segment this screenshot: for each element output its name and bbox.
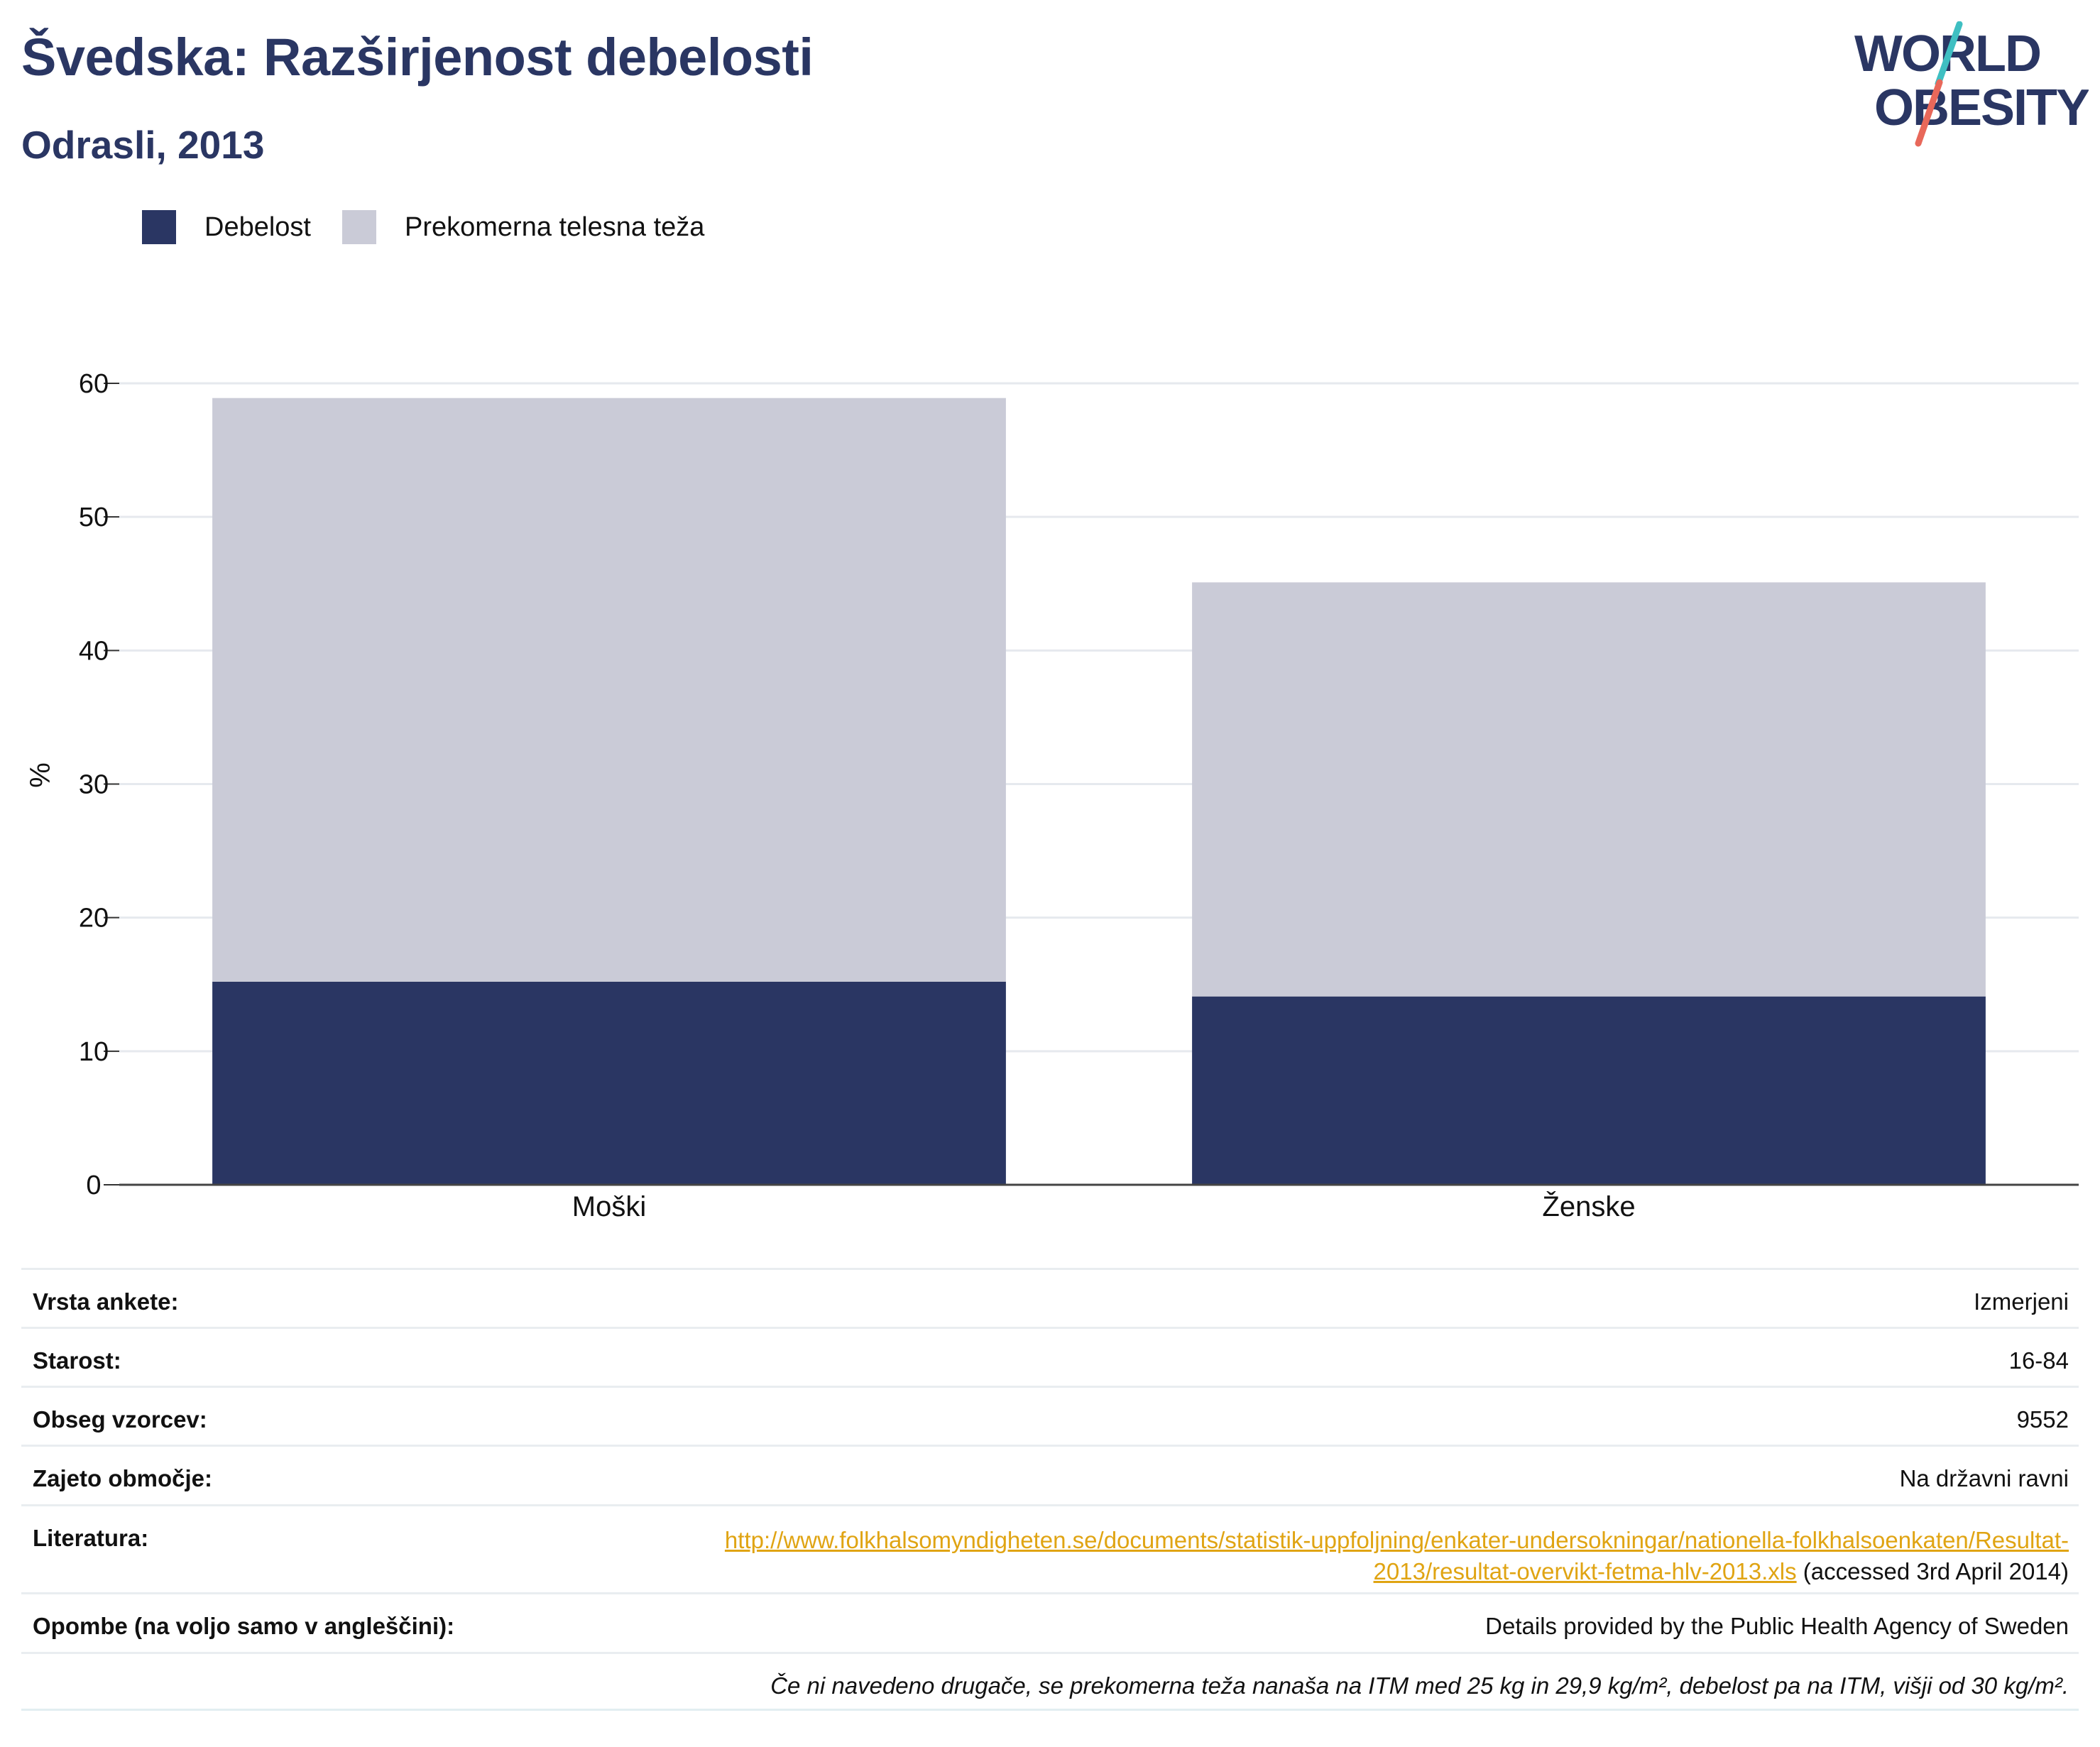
info-label: Literatura: (33, 1525, 149, 1551)
y-tick-label: 10 (79, 1037, 109, 1067)
legend-item-prekomerna[interactable]: Prekomerna telesna teža (341, 210, 705, 244)
legend-label-debelost: Debelost (204, 212, 311, 242)
reference-accessed: (accessed 3rd April 2014) (1796, 1558, 2069, 1584)
stacked-bar-chart: 0 10 20 30 40 50 60% Moški Ženske (25, 369, 2079, 1222)
info-value: Details provided by the Public Health Ag… (1485, 1613, 2069, 1639)
logo-slash-bottom (1915, 79, 1943, 147)
world-obesity-logo: WORLD OBESITY (1854, 21, 2089, 147)
legend-swatch-debelost (142, 210, 176, 244)
info-row-survey-type: Vrsta ankete: Izmerjeni (21, 1270, 2079, 1329)
survey-info-table: Vrsta ankete: Izmerjeni Starost: 16-84 O… (21, 1268, 2079, 1711)
info-row-age: Starost: 16-84 (21, 1329, 2079, 1388)
y-tick-label: 20 (79, 904, 109, 933)
y-tick-label: 50 (79, 503, 109, 532)
x-tick-label: Ženske (1542, 1190, 1635, 1222)
y-tick-label: 40 (79, 636, 109, 666)
bar-debelost-1 (1192, 996, 1986, 1185)
chart-legend: Debelost Prekomerna telesna teža (142, 210, 735, 244)
bar-debelost-0 (212, 981, 1006, 1185)
info-label: Starost: (33, 1347, 121, 1374)
y-tick-label: 0 (86, 1171, 101, 1200)
info-row-references: Literatura: http://www.folkhalsomyndighe… (21, 1506, 2079, 1594)
logo-slash-top (1935, 21, 1963, 87)
logo-line2: OBESITY (1874, 80, 2089, 136)
info-value: Na državni ravni (1899, 1465, 2069, 1491)
info-row-footnote: Če ni navedeno drugače, se prekomerna te… (21, 1654, 2079, 1711)
x-tick-label: Moški (572, 1191, 646, 1222)
legend-swatch-prekomerna (341, 210, 376, 244)
info-label: Opombe (na voljo samo v angleščini): (33, 1613, 455, 1639)
info-row-notes: Opombe (na voljo samo v angleščini): Det… (21, 1594, 2079, 1654)
bar-prekomerna-0 (212, 398, 1006, 982)
legend-label-prekomerna: Prekomerna telesna teža (404, 212, 705, 242)
info-label: Vrsta ankete: (33, 1288, 179, 1315)
bar-prekomerna-1 (1192, 582, 1986, 997)
info-value: Izmerjeni (1974, 1288, 2069, 1315)
reference-link[interactable]: http://www.folkhalsomyndigheten.se/docum… (724, 1527, 2069, 1553)
info-row-area: Zajeto območje: Na državni ravni (21, 1447, 2079, 1506)
info-label: Zajeto območje: (33, 1465, 213, 1491)
info-value: http://www.folkhalsomyndigheten.se/docum… (725, 1525, 2069, 1587)
y-tick-label: 30 (79, 770, 109, 800)
info-value: 16-84 (2008, 1347, 2069, 1374)
info-label: Obseg vzorcev: (33, 1406, 207, 1433)
info-row-sample-size: Obseg vzorcev: 9552 (21, 1388, 2079, 1447)
chart-subtitle: Odrasli, 2013 (21, 123, 265, 167)
reference-link-cont[interactable]: 2013/resultat-overvikt-fetma-hlv-2013.xl… (1373, 1558, 1797, 1584)
info-value: 9552 (2016, 1406, 2069, 1433)
footnote-text: Če ni navedeno drugače, se prekomerna te… (770, 1672, 2069, 1699)
y-axis-label: % (25, 762, 56, 788)
chart-title: Švedska: Razširjenost debelosti (21, 28, 814, 87)
legend-item-debelost[interactable]: Debelost (142, 210, 311, 244)
y-tick-label: 60 (79, 369, 109, 399)
